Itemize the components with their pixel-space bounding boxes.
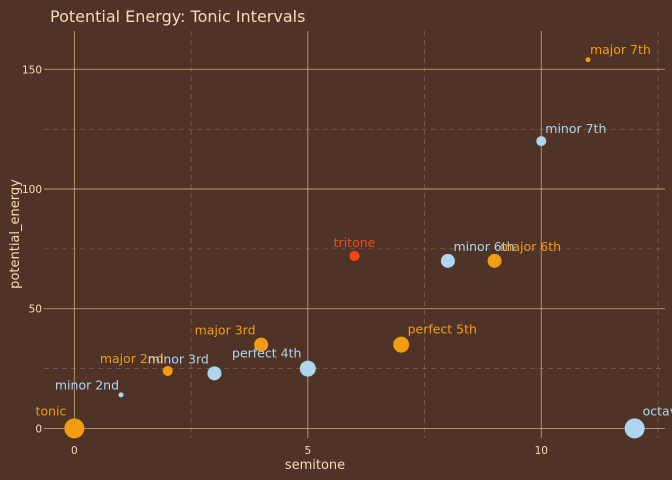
x-tick-label: 10 — [535, 445, 548, 457]
x-axis-ticks: 0 5 10 — [71, 445, 548, 457]
label-perfect-5th: perfect 5th — [408, 322, 477, 337]
point-minor-7th — [536, 136, 547, 147]
point-minor-3rd — [207, 366, 222, 381]
label-major-3rd: major 3rd — [195, 323, 256, 338]
x-axis-title: semitone — [285, 458, 345, 473]
label-major-6th: major 6th — [500, 239, 561, 254]
point-tonic — [64, 418, 85, 439]
point-minor-2nd — [118, 392, 124, 398]
label-tritone: tritone — [334, 235, 376, 250]
x-tick-label: 5 — [304, 445, 311, 457]
label-major-7th: major 7th — [590, 42, 651, 57]
label-minor-7th: minor 7th — [545, 121, 606, 136]
label-octave: octave — [643, 403, 672, 418]
label-minor-6th: minor 6th — [453, 239, 514, 254]
minor-gridlines — [44, 31, 665, 438]
point-perfect-4th — [299, 360, 316, 377]
point-major-7th — [585, 57, 591, 63]
point-octave — [624, 418, 645, 439]
x-tick-label: 0 — [71, 445, 78, 457]
point-minor-6th — [440, 253, 455, 268]
y-tick-label: 0 — [35, 423, 42, 435]
point-perfect-5th — [393, 336, 410, 353]
point-major-3rd — [254, 337, 269, 352]
chart-title: Potential Energy: Tonic Intervals — [50, 7, 305, 26]
data-points — [64, 57, 645, 439]
point-major-6th — [487, 253, 502, 268]
y-tick-label: 50 — [29, 304, 42, 316]
label-tonic: tonic — [36, 403, 67, 418]
label-major-2nd: major 2nd — [100, 351, 164, 366]
point-tritone — [349, 251, 360, 262]
label-perfect-4th: perfect 4th — [232, 346, 301, 361]
y-tick-label: 150 — [22, 64, 42, 76]
y-axis-title: potential_energy — [8, 179, 23, 289]
y-tick-label: 100 — [22, 184, 42, 196]
point-major-2nd — [162, 365, 173, 376]
label-minor-3rd: minor 3rd — [148, 351, 209, 366]
y-axis-ticks: 0 50 100 150 — [22, 64, 42, 435]
major-gridlines — [44, 31, 665, 438]
label-minor-2nd: minor 2nd — [55, 377, 119, 392]
